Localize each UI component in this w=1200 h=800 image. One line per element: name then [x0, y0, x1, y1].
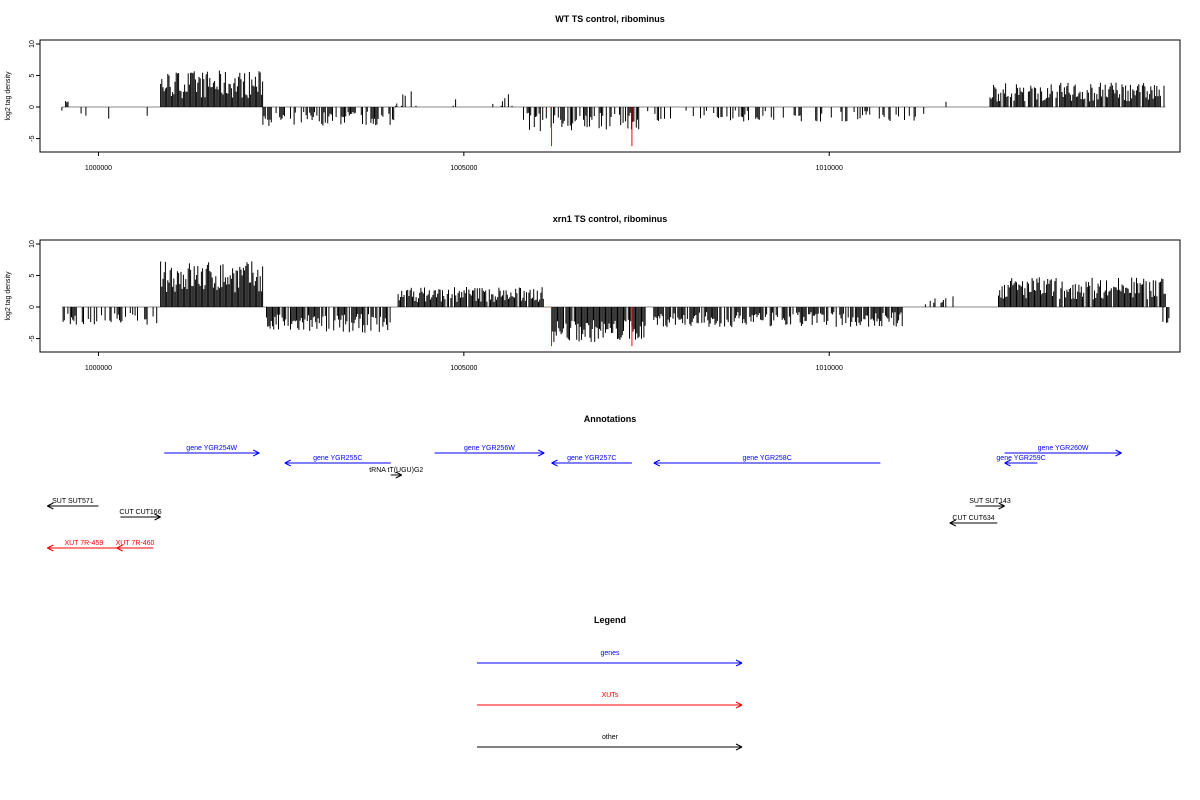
legend-label: XUTs: [602, 692, 619, 699]
legend-panel: Legend genes XUTs other: [477, 615, 743, 751]
x-tick-label: 1005000: [450, 165, 477, 172]
legend-entry-gene: genes: [477, 650, 743, 667]
annotation-label: gene YGR255C: [313, 455, 362, 462]
annotation-other: tRNA tT(UGU)G2: [369, 467, 423, 479]
y-tick-label: 0: [29, 105, 36, 109]
panel-xrn1-xaxis: 1000000 1005000 1010000: [85, 352, 843, 372]
y-tick-label: 10: [29, 40, 36, 48]
panel-wt-yaxis: 10 5 0 -5: [29, 40, 40, 142]
annotation-gene: gene YGR255C: [284, 455, 391, 467]
annotation-gene: gene YGR260W: [1004, 445, 1122, 457]
panel-xrn1-ylabel: log2 tag density: [5, 271, 12, 321]
panel-wt: WT TS control, ribominus log2 tag densit…: [5, 14, 1181, 172]
panel-xrn1-bars: [62, 261, 1170, 347]
legend-entry-other: other: [477, 734, 743, 751]
annotations-panel: Annotations gene YGR254W gene YGR255C tRNA…: [47, 414, 1122, 552]
annotation-gene: gene YGR254W: [164, 445, 260, 457]
annotation-label: gene YGR259C: [996, 455, 1045, 462]
y-tick-label: 5: [29, 273, 36, 277]
x-tick-label: 1005000: [450, 365, 477, 372]
panel-xrn1: xrn1 TS control, ribominus log2 tag dens…: [5, 214, 1181, 372]
panel-wt-ylabel: log2 tag density: [5, 71, 12, 121]
x-tick-label: 1010000: [816, 165, 843, 172]
panel-wt-title: WT TS control, ribominus: [555, 14, 665, 24]
annotation-xut: XUT 7R-459: [47, 540, 121, 552]
annotation-gene: gene YGR258C: [653, 455, 881, 467]
annotation-label: gene YGR254W: [186, 445, 237, 452]
annotation-other: CUT CUT166: [119, 509, 162, 521]
annotation-label: XUT 7R-459: [64, 540, 103, 547]
legend-title: Legend: [594, 615, 626, 625]
panel-xrn1-title: xrn1 TS control, ribominus: [553, 214, 668, 224]
annotation-label: SUT SUT143: [969, 498, 1011, 505]
annotation-gene: gene YGR259C: [996, 455, 1046, 467]
annotation-gene: gene YGR257C: [551, 455, 632, 467]
annotation-other: SUT SUT143: [969, 498, 1011, 510]
y-tick-label: 10: [29, 240, 36, 248]
legend-entries: genes XUTs other: [477, 650, 743, 751]
annotation-label: SUT SUT571: [52, 498, 94, 505]
annotations-title: Annotations: [584, 414, 637, 424]
x-tick-label: 1000000: [85, 165, 112, 172]
annotation-label: tRNA tT(UGU)G2: [369, 467, 423, 474]
y-tick-label: 0: [29, 305, 36, 309]
panel-wt-xaxis: 1000000 1005000 1010000: [85, 152, 843, 172]
annotation-gene: gene YGR256W: [434, 445, 545, 457]
annotation-xut: XUT 7R-460: [116, 540, 155, 552]
panel-xrn1-yaxis: 10 5 0 -5: [29, 240, 40, 342]
annotation-label: gene YGR257C: [567, 455, 616, 462]
annotation-label: CUT CUT634: [952, 515, 994, 522]
legend-entry-xut: XUTs: [477, 692, 743, 709]
legend-label: genes: [600, 650, 620, 657]
y-tick-label: -5: [29, 335, 36, 341]
annotation-label: gene YGR258C: [742, 455, 791, 462]
annotation-label: gene YGR260W: [1038, 445, 1089, 452]
annotation-label: XUT 7R-460: [116, 540, 155, 547]
panel-wt-frame: [39, 39, 1181, 153]
legend-label: other: [602, 734, 619, 741]
annotation-features: gene YGR254W gene YGR255C tRNA tT(UGU)G2 ge…: [47, 445, 1122, 552]
annotation-other: CUT CUT634: [949, 515, 998, 527]
annotation-label: gene YGR256W: [464, 445, 515, 452]
panel-xrn1-frame: [39, 239, 1181, 353]
y-tick-label: 5: [29, 73, 36, 77]
y-tick-label: -5: [29, 135, 36, 141]
annotation-label: CUT CUT166: [119, 509, 161, 516]
x-tick-label: 1010000: [816, 365, 843, 372]
annotation-other: SUT SUT571: [47, 498, 99, 510]
x-tick-label: 1000000: [85, 365, 112, 372]
panel-wt-bars: [61, 70, 1165, 147]
